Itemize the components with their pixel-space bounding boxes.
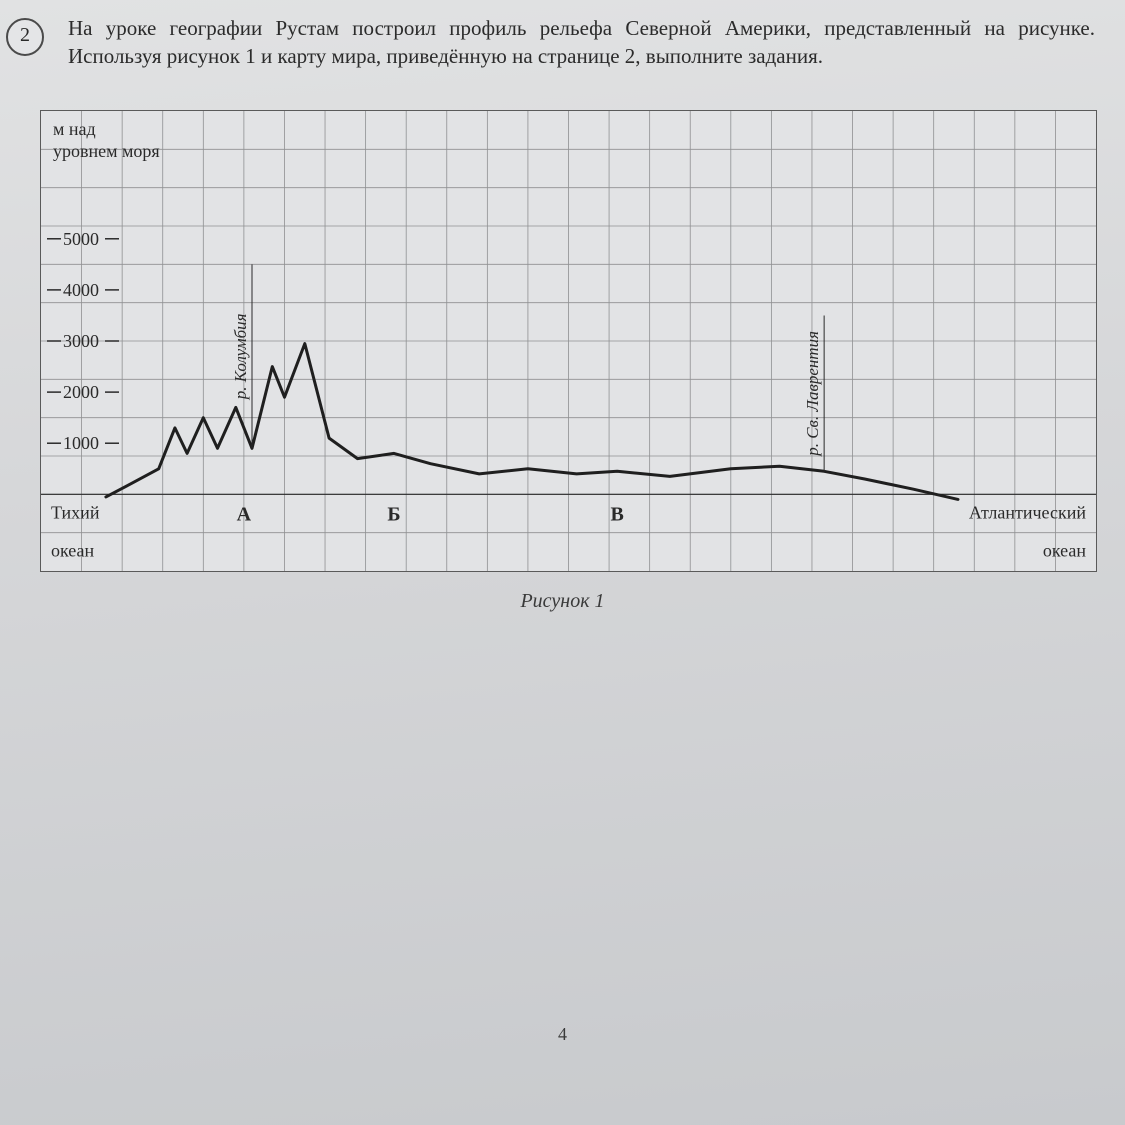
svg-text:А: А	[237, 503, 252, 525]
svg-text:океан: океан	[1043, 541, 1086, 561]
svg-text:р. Колумбия: р. Колумбия	[231, 313, 250, 400]
svg-text:2000: 2000	[63, 382, 99, 402]
figure-caption: Рисунок 1	[0, 590, 1125, 613]
svg-text:1000: 1000	[63, 433, 99, 453]
svg-text:м над: м над	[53, 119, 96, 139]
svg-text:Б: Б	[387, 503, 400, 525]
svg-text:5000: 5000	[63, 229, 99, 249]
relief-profile-chart: м надуровнем моря 1000 2000 3000 4000 5000 р. …	[40, 110, 1097, 572]
page-number: 4	[0, 1024, 1125, 1045]
svg-text:3000: 3000	[63, 331, 99, 351]
svg-text:океан: океан	[51, 541, 94, 561]
task-text: На уроке географии Рустам построил профи…	[68, 14, 1095, 71]
svg-text:В: В	[611, 503, 624, 525]
chart-svg: м надуровнем моря 1000 2000 3000 4000 5000 р. …	[41, 111, 1096, 571]
page: 2 На уроке географии Рустам построил про…	[0, 0, 1125, 1125]
svg-text:Атлантический: Атлантический	[969, 502, 1086, 522]
svg-text:р. Св. Лаврентия: р. Св. Лаврентия	[803, 331, 822, 457]
svg-text:4000: 4000	[63, 280, 99, 300]
svg-text:Тихий: Тихий	[51, 502, 100, 522]
task-number-badge: 2	[6, 18, 44, 56]
svg-text:уровнем моря: уровнем моря	[53, 141, 160, 161]
